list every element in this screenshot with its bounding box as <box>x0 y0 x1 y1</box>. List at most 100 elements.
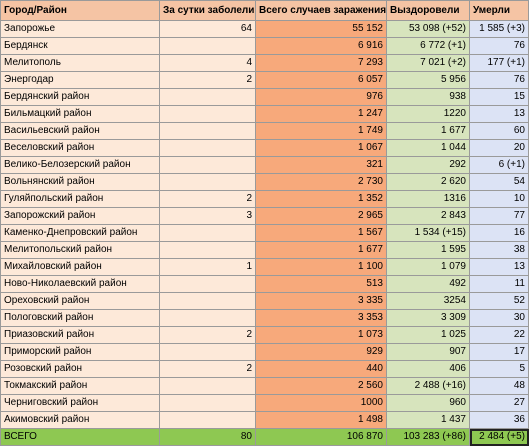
cell-total-cases[interactable]: 1 352 <box>255 190 387 208</box>
header-city[interactable]: Город/Район <box>0 0 160 21</box>
cell-daily-cases[interactable]: 2 <box>159 190 256 208</box>
cell-died[interactable]: 27 <box>469 394 529 412</box>
cell-total-cases[interactable]: 1 073 <box>255 326 387 344</box>
cell-total-cases[interactable]: 1 677 <box>255 241 387 259</box>
cell-daily-cases[interactable]: 1 <box>159 258 256 276</box>
cell-daily-cases[interactable]: 3 <box>159 207 256 225</box>
cell-died[interactable]: 77 <box>469 207 529 225</box>
cell-city[interactable]: Розовский район <box>0 360 160 378</box>
cell-died[interactable]: 52 <box>469 292 529 310</box>
cell-died[interactable]: 177 (+1) <box>469 54 529 72</box>
cell-total-cases[interactable]: 1 567 <box>255 224 387 242</box>
cell-died[interactable]: 20 <box>469 139 529 157</box>
cell-died[interactable]: 13 <box>469 105 529 123</box>
cell-city[interactable]: Васильевский район <box>0 122 160 140</box>
cell-city[interactable]: Мелитополь <box>0 54 160 72</box>
cell-city[interactable]: Акимовский район <box>0 411 160 429</box>
cell-total-cases[interactable]: 2 730 <box>255 173 387 191</box>
cell-daily-cases[interactable] <box>159 37 256 55</box>
cell-city[interactable]: Токмакский район <box>0 377 160 395</box>
cell-total-cases[interactable]: 7 293 <box>255 54 387 72</box>
cell-total-cases[interactable]: 513 <box>255 275 387 293</box>
cell-city[interactable]: Приморский район <box>0 343 160 361</box>
cell-recovered[interactable]: 1 044 <box>386 139 470 157</box>
cell-recovered[interactable]: 960 <box>386 394 470 412</box>
cell-recovered[interactable]: 1 025 <box>386 326 470 344</box>
cell-recovered[interactable]: 1316 <box>386 190 470 208</box>
cell-total-cases[interactable]: 55 152 <box>255 20 387 38</box>
cell-city[interactable]: Запорожский район <box>0 207 160 225</box>
cell-died[interactable]: 1 585 (+3) <box>469 20 529 38</box>
cell-total-cases[interactable]: 6 057 <box>255 71 387 89</box>
cell-recovered[interactable]: 2 488 (+16) <box>386 377 470 395</box>
cell-daily-cases[interactable] <box>159 105 256 123</box>
cell-died[interactable]: 17 <box>469 343 529 361</box>
cell-recovered[interactable]: 1 534 (+15) <box>386 224 470 242</box>
cell-died[interactable]: 54 <box>469 173 529 191</box>
cell-total-cases[interactable]: 929 <box>255 343 387 361</box>
cell-city[interactable]: Ново-Николаевский район <box>0 275 160 293</box>
cell-recovered[interactable]: 907 <box>386 343 470 361</box>
cell-city[interactable]: Михайловский район <box>0 258 160 276</box>
cell-died[interactable]: 16 <box>469 224 529 242</box>
cell-recovered[interactable]: 3254 <box>386 292 470 310</box>
cell-total-cases[interactable]: 1 100 <box>255 258 387 276</box>
cell-died[interactable]: 76 <box>469 37 529 55</box>
cell-died[interactable]: 36 <box>469 411 529 429</box>
cell-daily-cases[interactable] <box>159 156 256 174</box>
cell-died[interactable]: 15 <box>469 88 529 106</box>
cell-died[interactable]: 60 <box>469 122 529 140</box>
total-recovered[interactable]: 103 283 (+86) <box>386 428 470 446</box>
cell-recovered[interactable]: 3 309 <box>386 309 470 327</box>
cell-city[interactable]: Черниговский район <box>0 394 160 412</box>
cell-daily-cases[interactable]: 64 <box>159 20 256 38</box>
cell-daily-cases[interactable] <box>159 224 256 242</box>
cell-city[interactable]: Каменко-Днепровский район <box>0 224 160 242</box>
cell-total-cases[interactable]: 1 498 <box>255 411 387 429</box>
cell-recovered[interactable]: 7 021 (+2) <box>386 54 470 72</box>
cell-recovered[interactable]: 1 437 <box>386 411 470 429</box>
cell-died[interactable]: 38 <box>469 241 529 259</box>
cell-recovered[interactable]: 292 <box>386 156 470 174</box>
header-total-cases[interactable]: Всего случаев заражения <box>255 0 387 21</box>
cell-daily-cases[interactable]: 2 <box>159 71 256 89</box>
cell-total-cases[interactable]: 3 353 <box>255 309 387 327</box>
cell-city[interactable]: Ореховский район <box>0 292 160 310</box>
cell-daily-cases[interactable] <box>159 377 256 395</box>
cell-recovered[interactable]: 1 079 <box>386 258 470 276</box>
total-daily-cases[interactable]: 80 <box>159 428 256 446</box>
cell-city[interactable]: Энергодар <box>0 71 160 89</box>
cell-died[interactable]: 13 <box>469 258 529 276</box>
cell-total-cases[interactable]: 3 335 <box>255 292 387 310</box>
cell-daily-cases[interactable] <box>159 122 256 140</box>
cell-daily-cases[interactable] <box>159 343 256 361</box>
cell-city[interactable]: Мелитопольский район <box>0 241 160 259</box>
cell-total-cases[interactable]: 440 <box>255 360 387 378</box>
header-died[interactable]: Умерли <box>469 0 529 21</box>
cell-daily-cases[interactable]: 2 <box>159 326 256 344</box>
cell-died[interactable]: 22 <box>469 326 529 344</box>
total-label[interactable]: ВСЕГО <box>0 428 160 446</box>
cell-daily-cases[interactable] <box>159 241 256 259</box>
cell-died[interactable]: 11 <box>469 275 529 293</box>
cell-died[interactable]: 30 <box>469 309 529 327</box>
cell-total-cases[interactable]: 976 <box>255 88 387 106</box>
cell-recovered[interactable]: 2 843 <box>386 207 470 225</box>
cell-daily-cases[interactable] <box>159 309 256 327</box>
cell-recovered[interactable]: 1220 <box>386 105 470 123</box>
cell-city[interactable]: Велико-Белозерский район <box>0 156 160 174</box>
cell-daily-cases[interactable] <box>159 88 256 106</box>
cell-daily-cases[interactable] <box>159 139 256 157</box>
cell-daily-cases[interactable] <box>159 292 256 310</box>
total-total-cases[interactable]: 106 870 <box>255 428 387 446</box>
cell-city[interactable]: Бердянск <box>0 37 160 55</box>
cell-recovered[interactable]: 1 677 <box>386 122 470 140</box>
cell-recovered[interactable]: 53 098 (+52) <box>386 20 470 38</box>
cell-daily-cases[interactable] <box>159 173 256 191</box>
cell-city[interactable]: Вольнянский район <box>0 173 160 191</box>
cell-total-cases[interactable]: 1000 <box>255 394 387 412</box>
cell-died[interactable]: 5 <box>469 360 529 378</box>
cell-total-cases[interactable]: 1 749 <box>255 122 387 140</box>
cell-recovered[interactable]: 1 595 <box>386 241 470 259</box>
header-daily-cases[interactable]: За сутки заболели <box>159 0 256 21</box>
